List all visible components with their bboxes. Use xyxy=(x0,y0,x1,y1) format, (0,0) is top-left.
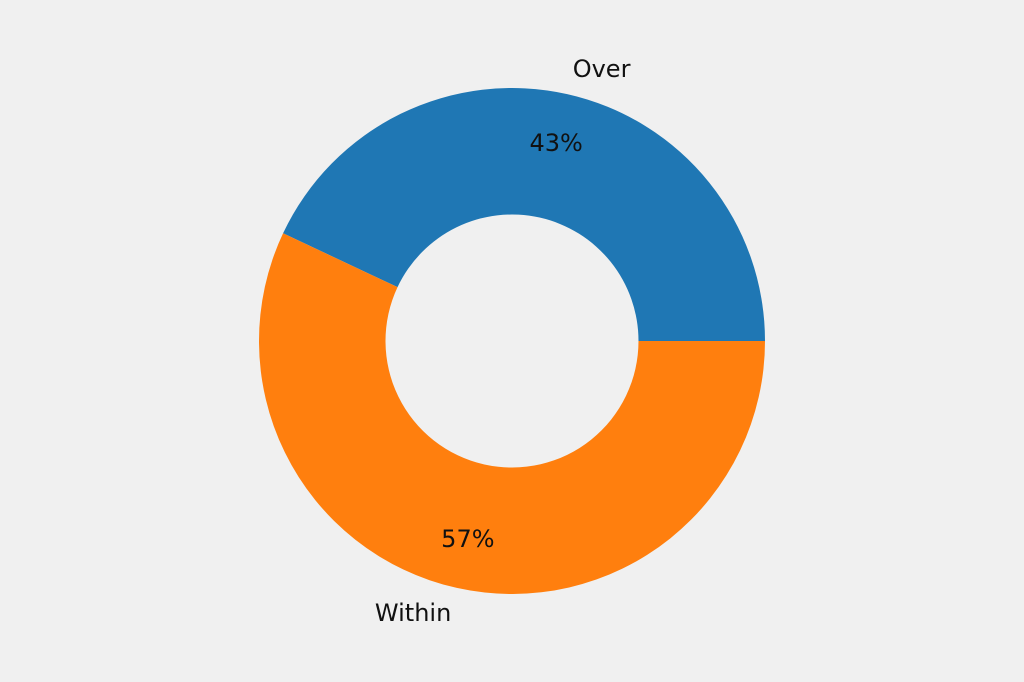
donut-slice-over xyxy=(283,88,765,342)
slice-pct-within: 57% xyxy=(441,524,495,553)
slice-pct-over: 43% xyxy=(529,129,583,158)
donut-slice-within xyxy=(259,233,766,595)
slice-label-over: Over xyxy=(572,55,631,84)
slice-label-within: Within xyxy=(374,598,452,627)
